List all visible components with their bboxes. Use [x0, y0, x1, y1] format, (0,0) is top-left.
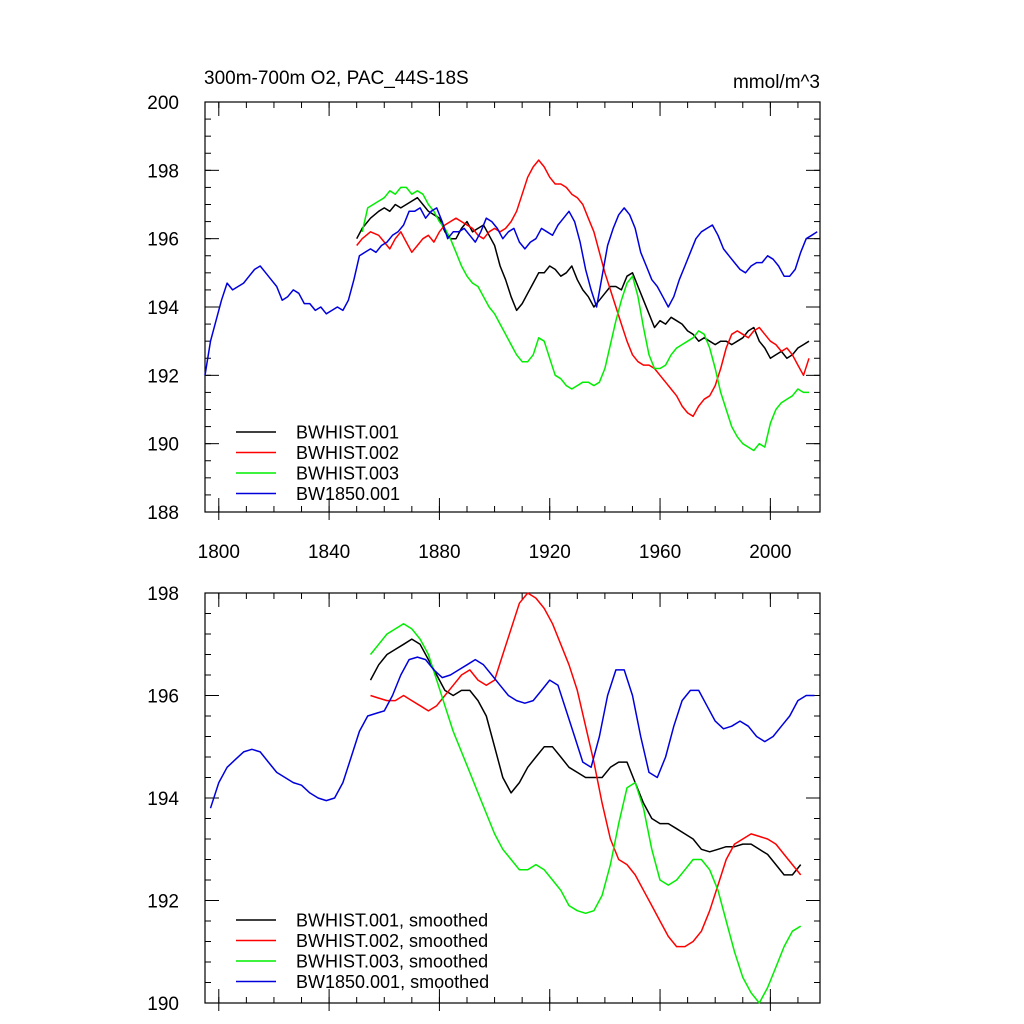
y-tick-label: 194 — [147, 298, 179, 319]
legend-label: BWHIST.001, smoothed — [296, 911, 488, 931]
y-tick-label: 196 — [147, 687, 179, 708]
y-tick-label: 196 — [147, 230, 179, 251]
y-tick-label: 198 — [147, 584, 179, 605]
series-line-1 — [356, 196, 810, 360]
y-tick-label: 200 — [147, 93, 179, 114]
x-tick-label: 2000 — [749, 542, 791, 563]
legend-label: BWHIST.002, smoothed — [296, 931, 488, 951]
legend-label: BWHIST.003, smoothed — [296, 952, 488, 972]
x-tick-label: 1800 — [198, 542, 240, 563]
y-tick-label: 190 — [147, 994, 179, 1015]
top-chart-units: mmol/m^3 — [733, 72, 820, 93]
legend-label: BW1850.001 — [296, 484, 400, 504]
series-line-4 — [209, 656, 815, 809]
legend-label: BWHIST.001 — [296, 423, 399, 443]
series-line-4 — [204, 207, 818, 376]
y-tick-label: 194 — [147, 789, 179, 810]
series-line-2 — [356, 159, 810, 418]
y-tick-label: 190 — [147, 435, 179, 456]
legend-label: BW1850.001, smoothed — [296, 972, 489, 992]
legend-label: BWHIST.003 — [296, 464, 399, 484]
x-tick-label: 1920 — [529, 542, 571, 563]
top-panel: 188 190 192 194 196 198 200 1800 1840 1880 1920 196… — [147, 93, 821, 563]
x-tick-label: 1960 — [639, 542, 681, 563]
series-line-3 — [369, 622, 802, 1004]
top-chart-title: 300m-700m O2, PAC_44S-18S — [204, 68, 469, 89]
y-tick-label: 192 — [147, 366, 179, 387]
series-line-3 — [361, 186, 809, 452]
x-tick-label: 1880 — [418, 542, 460, 563]
series-line-1 — [369, 638, 802, 876]
y-tick-label: 192 — [147, 892, 179, 913]
legend-label: BWHIST.002 — [296, 443, 399, 463]
series-line-2 — [370, 592, 802, 948]
y-tick-label: 198 — [147, 161, 179, 182]
x-tick-label: 1840 — [308, 542, 350, 563]
y-tick-label: 188 — [147, 503, 179, 524]
